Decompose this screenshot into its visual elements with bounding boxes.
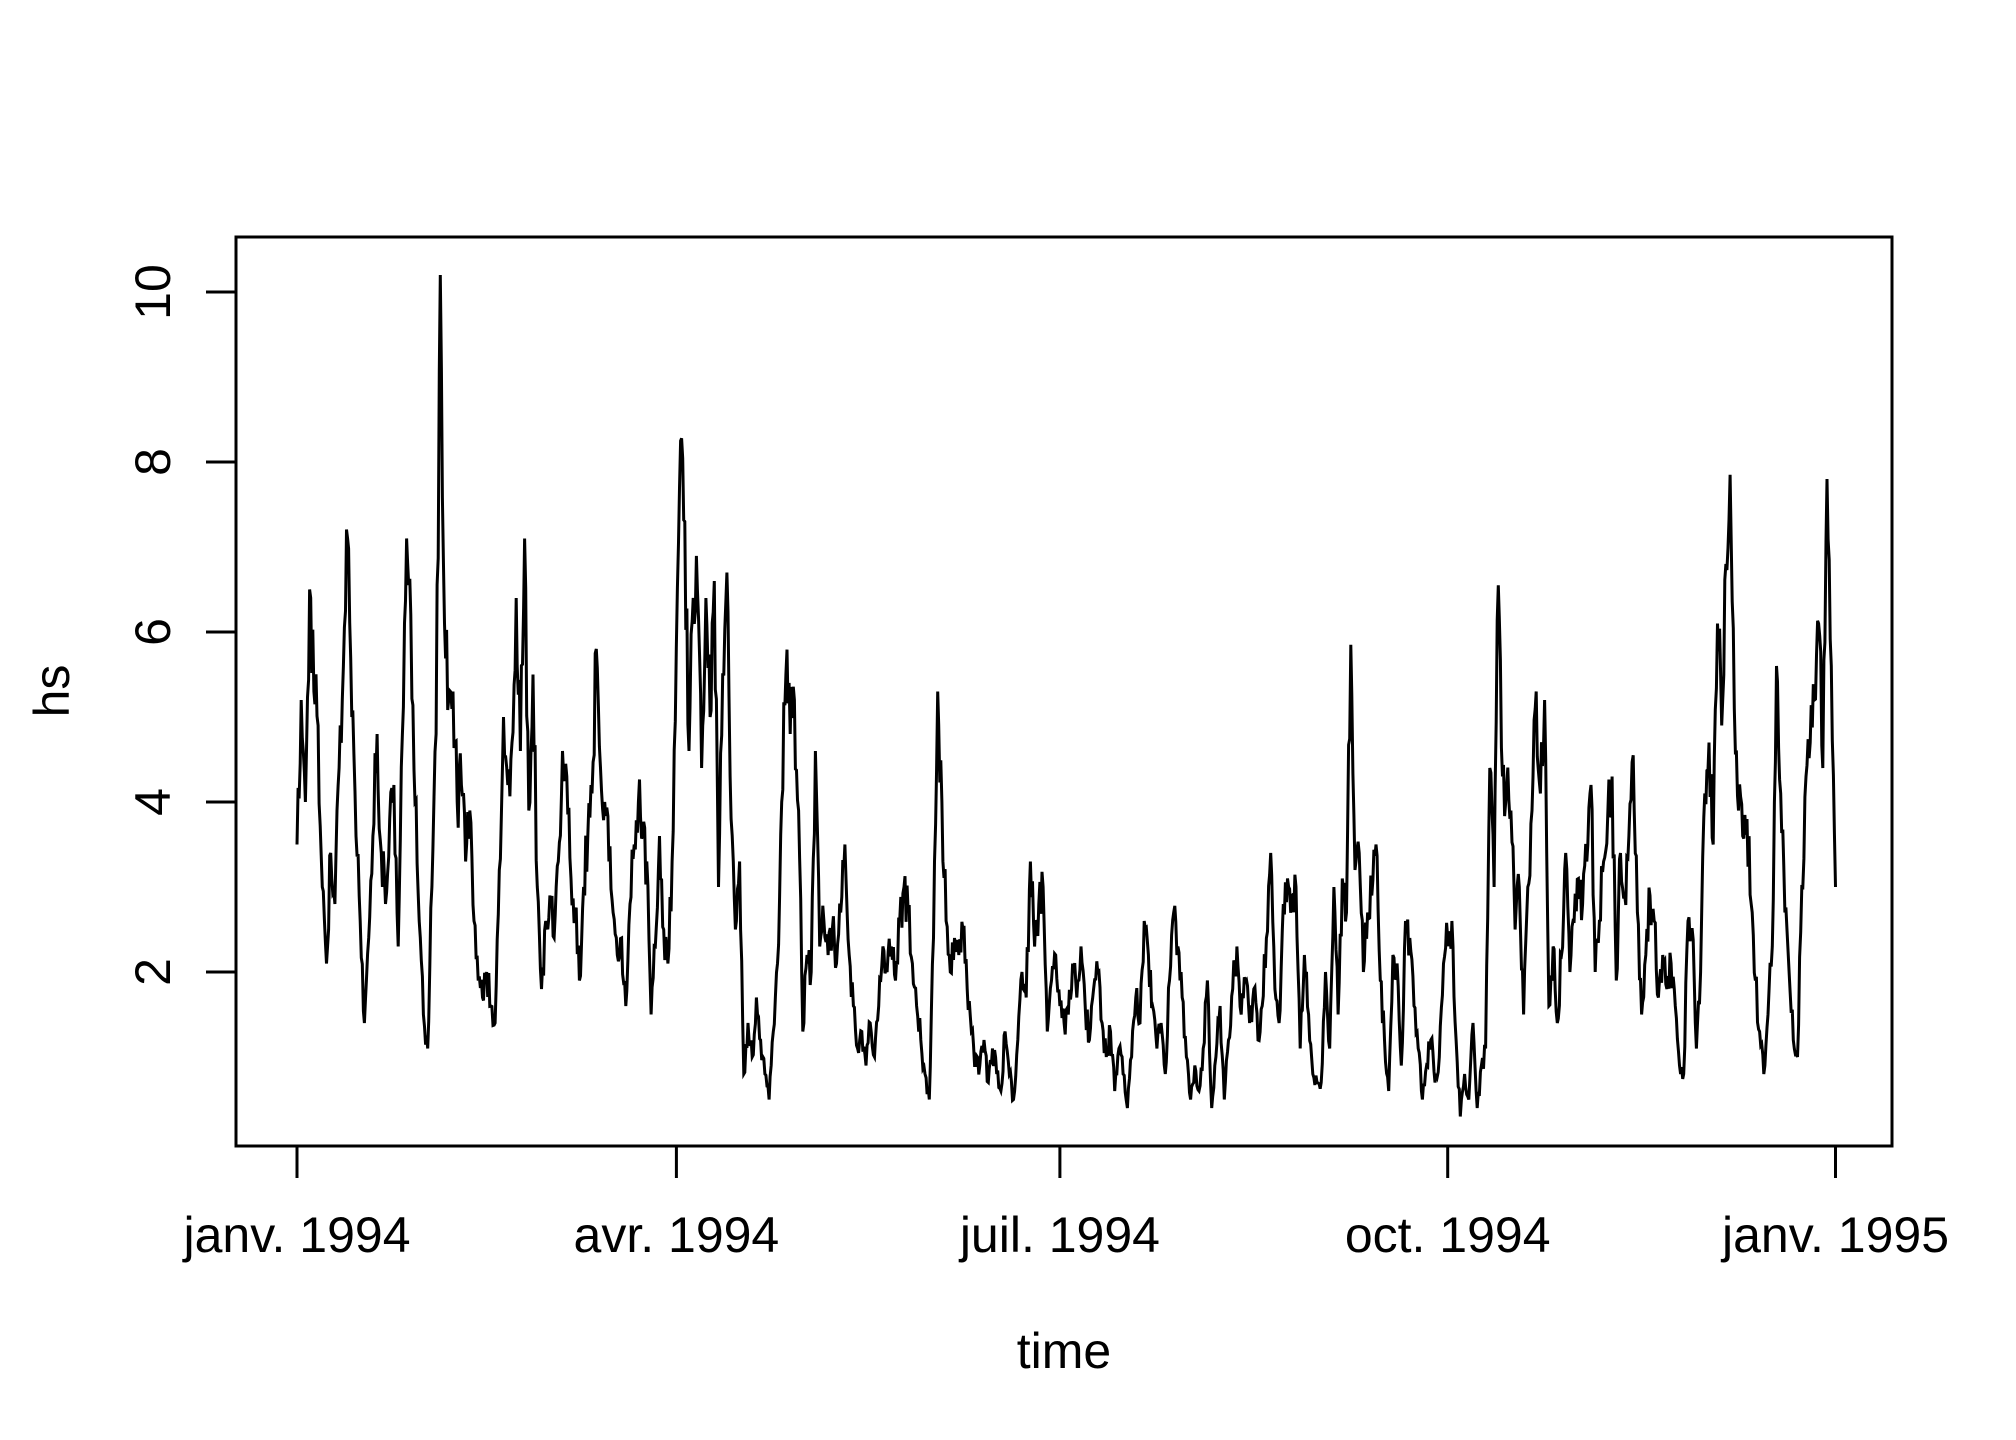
x-tick-label-janv-1995: janv. 1995 [1720,1207,1949,1263]
y-axis-ticks [206,290,236,974]
x-axis-ticks [295,1146,1837,1178]
y-axis-title: hs [24,665,80,718]
y-tick-label-2: 2 [125,958,181,986]
x-tick-label-janv-1994: janv. 1994 [181,1207,410,1263]
x-axis-title: time [1017,1323,1111,1379]
time-series-group [295,274,1837,1117]
y-tick-label-8: 8 [125,448,181,476]
plot-border [234,235,1894,1148]
y-tick-label-6: 6 [125,618,181,646]
y-tick-label-4: 4 [125,788,181,816]
x-tick-label-avr-1994: avr. 1994 [574,1207,780,1263]
x-tick-label-juil-1994: juil. 1994 [958,1207,1160,1263]
hs-series-line [295,274,1837,1117]
y-tick-label-10: 10 [125,264,181,320]
x-tick-label-oct-1994: oct. 1994 [1345,1207,1551,1263]
